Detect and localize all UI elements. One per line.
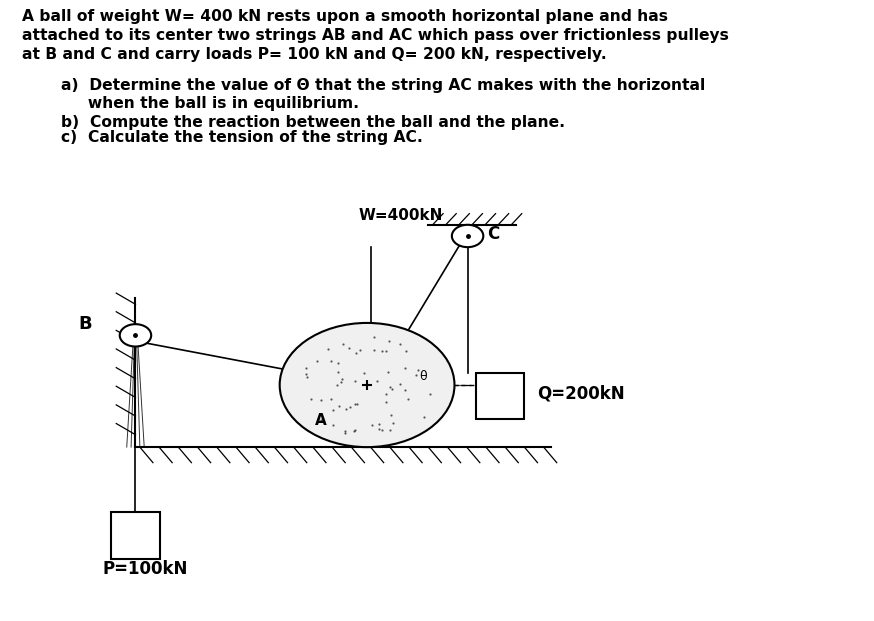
Text: attached to its center two strings AB and AC which pass over frictionless pulley: attached to its center two strings AB an… (22, 28, 729, 43)
Text: c)  Calculate the tension of the string AC.: c) Calculate the tension of the string A… (61, 130, 423, 145)
Text: a)  Determine the value of Θ that the string AC makes with the horizontal: a) Determine the value of Θ that the str… (61, 78, 705, 93)
Text: when the ball is in equilibrium.: when the ball is in equilibrium. (61, 96, 359, 111)
Bar (112, 512, 159, 559)
Circle shape (120, 324, 151, 347)
Text: W=400kN: W=400kN (358, 209, 443, 224)
Text: P=100kN: P=100kN (103, 560, 188, 578)
Text: B: B (79, 315, 93, 333)
Text: at B and C and carry loads P= 100 kN and Q= 200 kN, respectively.: at B and C and carry loads P= 100 kN and… (22, 47, 607, 61)
Text: b)  Compute the reaction between the ball and the plane.: b) Compute the reaction between the ball… (61, 115, 565, 130)
Text: Q=200kN: Q=200kN (538, 384, 625, 402)
Text: C: C (487, 225, 499, 243)
Bar (476, 373, 524, 419)
Circle shape (280, 323, 454, 447)
Text: A: A (315, 414, 326, 428)
Text: A ball of weight W= 400 kN rests upon a smooth horizontal plane and has: A ball of weight W= 400 kN rests upon a … (22, 9, 668, 24)
Circle shape (452, 225, 483, 247)
Text: θ: θ (420, 370, 427, 383)
